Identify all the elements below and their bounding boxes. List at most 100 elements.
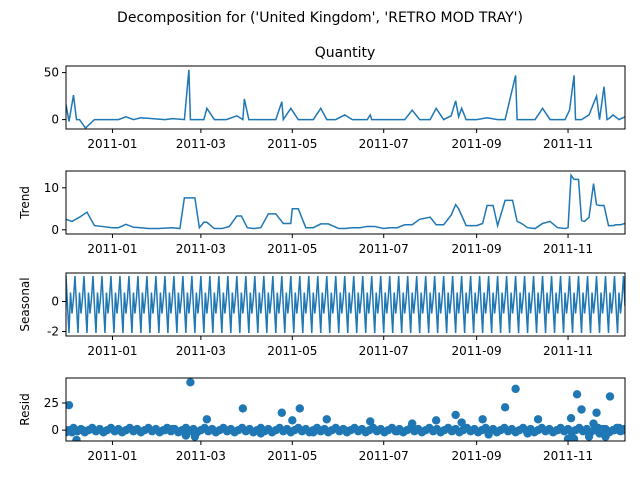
resid-point [256, 429, 266, 438]
resid-point [322, 415, 331, 424]
trend-xtick-label: 2011-05 [267, 242, 317, 256]
resid-point [393, 427, 402, 436]
resid-point [87, 424, 96, 434]
resid-point [407, 419, 417, 428]
resid-point [202, 415, 212, 424]
resid-point [446, 425, 456, 435]
seasonal-ylabel: Seasonal [18, 277, 32, 331]
trend-xtick-label: 2011-03 [176, 242, 226, 256]
observed-axes-frame [65, 65, 626, 130]
resid-point [366, 417, 375, 426]
observed-xtick-label: 2011-07 [359, 137, 409, 151]
resid-point [584, 432, 594, 441]
observed-series-line [66, 69, 625, 129]
seasonal-panel: -2 0 2011-01 2011-03 2011-05 2011-07 2011-09 20… [18, 272, 626, 358]
resid-point [67, 428, 77, 437]
resid-plot-area [66, 378, 625, 441]
seasonal-axes-frame [65, 272, 626, 337]
seasonal-xtick-label: 2011-07 [359, 344, 409, 358]
resid-xtick-label: 2011-03 [176, 449, 226, 463]
observed-xtick-label: 2011-03 [176, 137, 226, 151]
observed-ytick-label: 50 [44, 66, 59, 80]
resid-point [533, 415, 543, 424]
seasonal-xtick-label: 2011-03 [176, 344, 226, 358]
resid-point [601, 432, 610, 441]
observed-xtick-label: 2011-11 [543, 137, 593, 151]
trend-xtick-label: 2011-09 [452, 242, 502, 256]
resid-point [168, 424, 177, 434]
seasonal-ytick-label: -2 [47, 325, 59, 339]
observed-ytick-label: 0 [51, 113, 59, 127]
trend-panel: 0 10 2011-01 2011-03 2011-05 2011-07 2011-09 20… [18, 170, 626, 256]
resid-ytick-label: 25 [44, 396, 59, 410]
seasonal-xtick-label: 2011-05 [267, 344, 317, 358]
resid-point [598, 424, 607, 434]
resid-xtick-label: 2011-09 [452, 449, 502, 463]
trend-ytick-label: 10 [44, 181, 59, 195]
resid-point [72, 435, 81, 441]
resid-xtick-label: 2011-07 [359, 449, 409, 463]
trend-xtick-label: 2011-11 [543, 242, 593, 256]
resid-point [500, 403, 510, 412]
observed-xtick-label: 2011-01 [87, 137, 137, 151]
resid-ytick-label: 0 [51, 423, 59, 437]
resid-point [160, 425, 170, 435]
resid-xtick-label: 2011-01 [87, 449, 137, 463]
observed-plot-area [66, 69, 625, 129]
resid-point [553, 425, 562, 435]
resid-point [78, 425, 87, 435]
resid-point [129, 425, 138, 435]
observed-xtick-label: 2011-09 [452, 137, 502, 151]
trend-plot-area [66, 173, 625, 230]
resid-point [511, 384, 520, 394]
resid-point [181, 431, 191, 440]
trend-xtick-label: 2011-07 [359, 242, 409, 256]
resid-ylabel: Resid [18, 393, 32, 425]
resid-point [523, 429, 532, 438]
resid-point [288, 416, 297, 425]
seasonal-xtick-label: 2011-11 [543, 344, 593, 358]
seasonal-series-line [66, 275, 625, 334]
seasonal-xtick-label: 2011-01 [87, 344, 137, 358]
resid-point [238, 404, 248, 413]
resid-point [186, 378, 195, 387]
resid-point [592, 408, 601, 417]
resid-point [225, 425, 234, 435]
resid-point [66, 400, 74, 410]
resid-point [340, 425, 349, 435]
resid-axes-frame [65, 377, 626, 442]
resid-point [484, 430, 493, 439]
resid-point [589, 419, 598, 428]
trend-ytick-label: 0 [51, 223, 59, 237]
trend-series-line [66, 173, 625, 230]
resid-point [431, 416, 441, 425]
observed-xtick-label: 2011-05 [267, 137, 317, 151]
resid-point [572, 390, 582, 399]
seasonal-xtick-label: 2011-09 [452, 344, 502, 358]
resid-point [457, 418, 466, 427]
resid-xtick-label: 2011-05 [267, 449, 317, 463]
resid-point [277, 408, 287, 417]
figure-suptitle: Decomposition for ('United Kingdom', 'RE… [117, 10, 523, 26]
seasonal-ytick-label: 0 [51, 295, 59, 309]
observed-panel-title: Quantity [315, 45, 376, 61]
trend-xtick-label: 2011-01 [87, 242, 137, 256]
resid-point [114, 425, 123, 435]
resid-point [577, 405, 586, 414]
resid-panel: 0 25 2011-01 2011-03 2011-05 2011-07 2011-09 20… [18, 377, 626, 463]
resid-point [566, 413, 576, 423]
resid-point [569, 434, 579, 441]
resid-point [619, 425, 625, 435]
trend-axes-frame [65, 170, 626, 235]
resid-point [605, 392, 615, 401]
trend-ylabel: Trend [18, 186, 32, 220]
resid-point [309, 428, 318, 437]
resid-point [295, 404, 304, 413]
resid-point [451, 410, 460, 420]
resid-point [478, 415, 487, 424]
observed-panel: Quantity 0 50 2011-01 2011-03 2011-05 2011-07… [44, 45, 626, 151]
seasonal-plot-area [66, 275, 625, 334]
resid-xtick-label: 2011-11 [543, 449, 593, 463]
resid-point [190, 432, 200, 441]
